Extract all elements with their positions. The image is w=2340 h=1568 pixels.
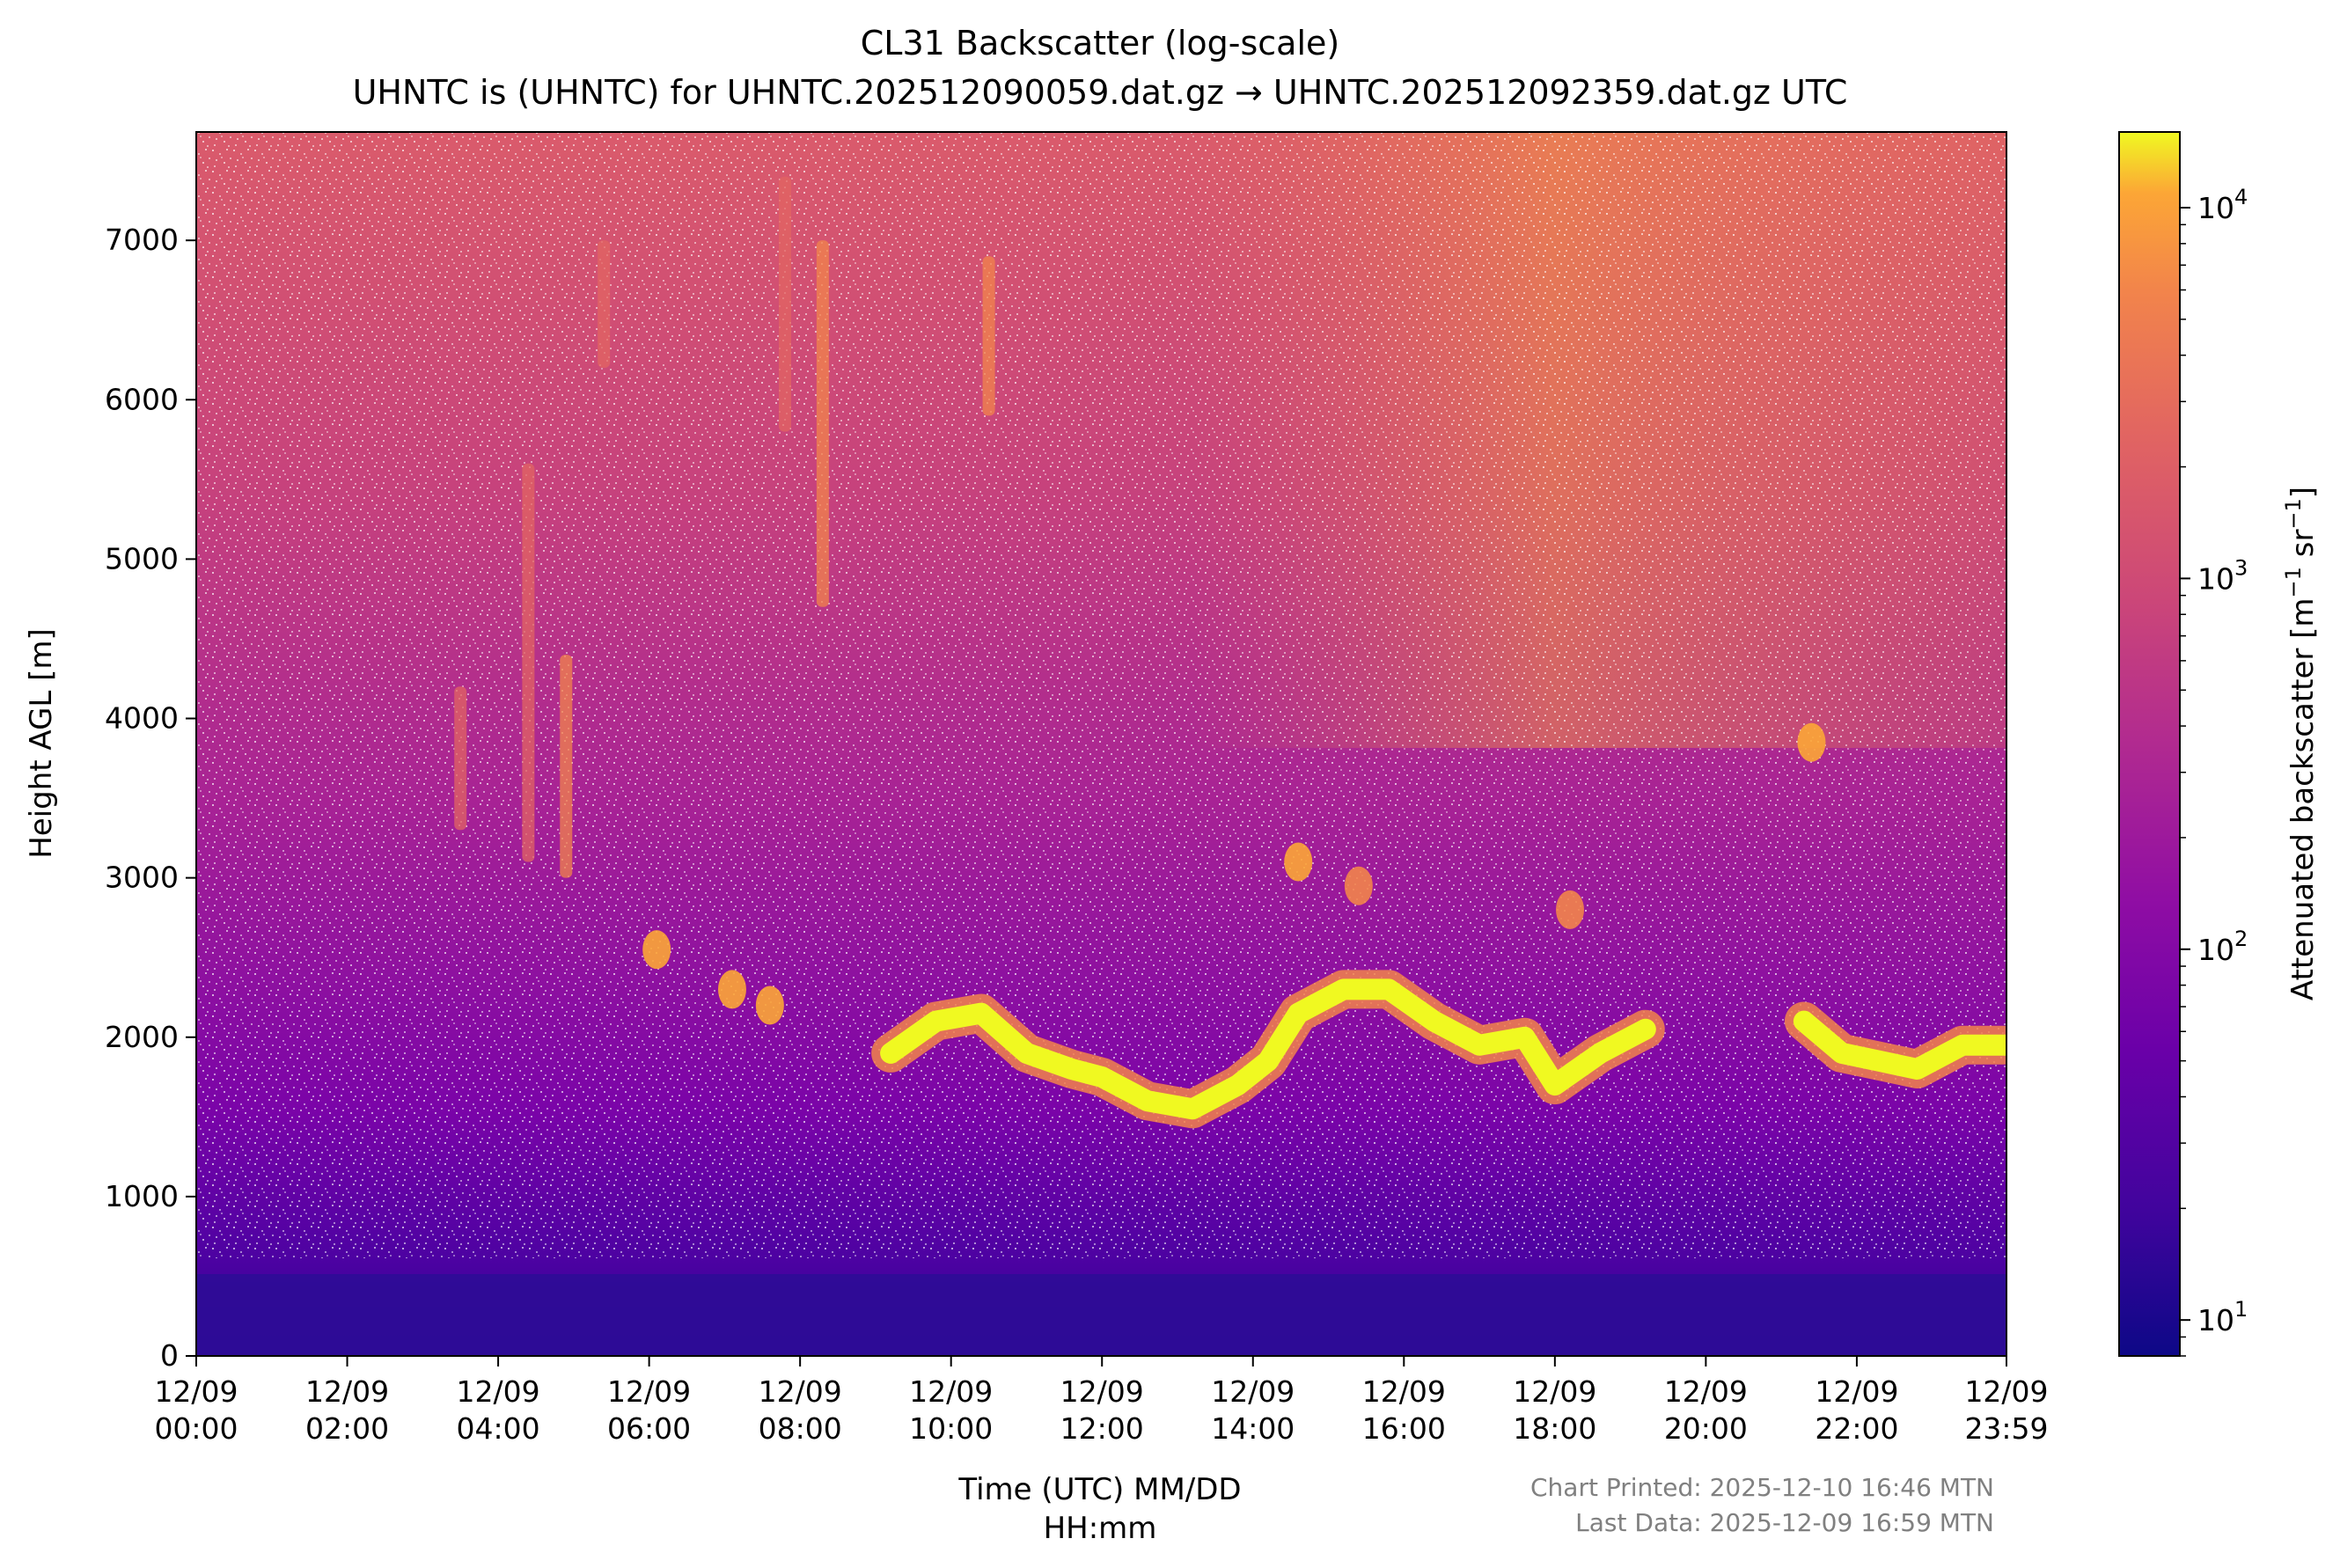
- x-tick-time: 20:00: [1664, 1411, 1748, 1446]
- x-tick-date: 12/09: [1060, 1374, 1144, 1409]
- x-tick-time: 14:00: [1211, 1411, 1295, 1446]
- cloud-layer-late-core: [1793, 1010, 2006, 1080]
- cloud-patch: [1284, 842, 1313, 882]
- x-tick-date: 12/09: [1815, 1374, 1898, 1409]
- x-tick-time: 16:00: [1362, 1411, 1446, 1446]
- x-tick-time: 00:00: [154, 1411, 238, 1446]
- x-axis: 12/0900:0012/0902:0012/0904:0012/0906:00…: [154, 1356, 2049, 1446]
- colorbar-tick-label: 103: [2197, 555, 2248, 596]
- virga-streak: [522, 463, 535, 862]
- virga-streak: [598, 240, 611, 369]
- x-tick-time: 12:00: [1060, 1411, 1144, 1446]
- x-tick-date: 12/09: [1362, 1374, 1446, 1409]
- x-tick-date: 12/09: [909, 1374, 993, 1409]
- x-tick-date: 12/09: [1211, 1374, 1295, 1409]
- cloud-layer-core: [880, 978, 1656, 1120]
- cloud-patch: [1797, 722, 1826, 762]
- y-tick-label: 6000: [105, 382, 179, 416]
- y-tick-label: 4000: [105, 701, 179, 736]
- cloud-patch: [1555, 890, 1584, 929]
- y-tick-label: 0: [160, 1338, 179, 1373]
- colorbar-tick-label: 101: [2197, 1297, 2248, 1337]
- x-axis-label-line1: Time (UTC) MM/DD: [957, 1472, 1241, 1507]
- y-tick-label: 7000: [105, 223, 179, 257]
- plot-area: [196, 132, 2006, 1356]
- x-tick-date: 12/09: [759, 1374, 842, 1409]
- x-tick-time: 06:00: [607, 1411, 691, 1446]
- virga-streak: [816, 240, 829, 607]
- x-tick-date: 12/09: [1664, 1374, 1748, 1409]
- x-tick-date: 12/09: [305, 1374, 389, 1409]
- x-tick-time: 18:00: [1513, 1411, 1596, 1446]
- x-tick-date: 12/09: [607, 1374, 691, 1409]
- cloud-patch: [755, 985, 784, 1025]
- colorbar-label: Attenuated backscatter [m−1 sr−1]: [2281, 487, 2321, 1000]
- x-tick-date: 12/09: [1964, 1374, 2048, 1409]
- colorbar-tick-label: 102: [2197, 927, 2248, 967]
- last-data: Last Data: 2025-12-09 16:59 MTN: [1575, 1508, 1994, 1537]
- chart-title: CL31 Backscatter (log-scale): [861, 24, 1339, 62]
- cloud-patch: [1344, 866, 1373, 905]
- colorbar: 101 102 103 104 Attenuated backscatter [m−1…: [2118, 131, 2321, 1357]
- chart-subtitle: UHNTC is (UHNTC) for UHNTC.202512090059.…: [353, 73, 1848, 112]
- y-axis-label: Height AGL [m]: [24, 628, 59, 859]
- x-tick-time: 10:00: [909, 1411, 993, 1446]
- virga-streak: [454, 686, 467, 831]
- x-tick-date: 12/09: [1513, 1374, 1596, 1409]
- cloud-patch: [717, 970, 746, 1009]
- x-tick-time: 08:00: [759, 1411, 842, 1446]
- y-axis: 0 1000 2000 3000 4000 5000 6000 7000: [105, 223, 196, 1373]
- y-tick-label: 1000: [105, 1179, 179, 1213]
- chart-printed: Chart Printed: 2025-12-10 16:46 MTN: [1530, 1473, 1994, 1502]
- surface-layer: [196, 1274, 2006, 1356]
- cloud-patch: [642, 930, 671, 970]
- y-tick-label: 2000: [105, 1020, 179, 1054]
- virga-streak: [560, 655, 573, 878]
- virga-streak: [982, 256, 995, 416]
- x-axis-label-line2: HH:mm: [1044, 1511, 1157, 1546]
- virga-streak: [778, 176, 791, 432]
- x-tick-date: 12/09: [457, 1374, 540, 1409]
- y-tick-label: 5000: [105, 541, 179, 575]
- x-tick-time: 22:00: [1815, 1411, 1898, 1446]
- x-tick-time: 04:00: [457, 1411, 540, 1446]
- y-tick-label: 3000: [105, 861, 179, 895]
- x-tick-time: 23:59: [1964, 1411, 2048, 1446]
- colorbar-gradient: [2118, 131, 2181, 1357]
- colorbar-tick-label: 104: [2197, 185, 2248, 225]
- x-tick-date: 12/09: [154, 1374, 238, 1409]
- x-tick-time: 02:00: [305, 1411, 389, 1446]
